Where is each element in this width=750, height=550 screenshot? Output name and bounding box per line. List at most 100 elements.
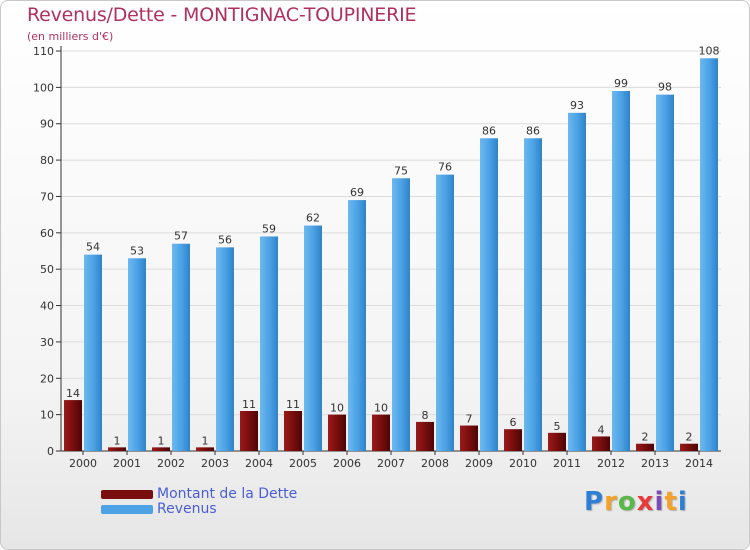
logo-letter: t: [664, 487, 678, 517]
data-label-revenus: 99: [614, 77, 628, 90]
bar-revenus: [700, 58, 718, 451]
data-label-dette: 4: [598, 423, 605, 436]
data-label-dette: 8: [422, 409, 429, 422]
bar-dette: [592, 436, 610, 451]
bar-dette: [284, 411, 302, 451]
data-label-dette: 1: [114, 434, 121, 447]
bar-revenus: [260, 236, 278, 451]
data-label-dette: 1: [202, 434, 209, 447]
bar-revenus: [392, 178, 410, 452]
legend-swatch-dette: [101, 490, 153, 499]
data-label-dette: 7: [466, 413, 473, 426]
bar-revenus: [348, 200, 366, 451]
bar-dette: [504, 429, 522, 451]
x-tick-label: 2013: [641, 457, 669, 470]
y-tick-label: 60: [40, 227, 54, 240]
data-label-revenus: 62: [306, 212, 320, 225]
bar-revenus: [612, 91, 630, 451]
data-label-revenus: 59: [262, 222, 276, 235]
bar-dette: [108, 447, 126, 451]
data-label-revenus: 75: [394, 164, 408, 177]
y-tick-label: 100: [33, 81, 54, 94]
x-tick-label: 2008: [421, 457, 449, 470]
bar-revenus: [480, 138, 498, 452]
bar-revenus: [216, 247, 234, 451]
data-label-dette: 6: [510, 416, 517, 429]
bar-dette: [460, 425, 478, 451]
data-label-revenus: 56: [218, 233, 232, 246]
logo-letter: i: [677, 487, 688, 517]
x-tick-label: 2001: [113, 457, 141, 470]
data-label-revenus: 93: [570, 99, 584, 112]
logo-letter: r: [604, 487, 618, 517]
data-label-revenus: 86: [526, 124, 540, 137]
data-label-revenus: 53: [130, 244, 144, 257]
data-label-dette: 1: [158, 434, 165, 447]
y-tick-label: 110: [33, 45, 54, 58]
logo-letter: i: [654, 487, 665, 517]
y-tick-label: 40: [40, 300, 54, 313]
bar-dette: [152, 447, 170, 451]
y-tick-label: 0: [47, 445, 54, 458]
data-label-dette: 2: [686, 431, 693, 444]
data-label-dette: 5: [554, 420, 561, 433]
x-tick-label: 2006: [333, 457, 361, 470]
bar-dette: [328, 414, 346, 451]
y-tick-label: 30: [40, 336, 54, 349]
legend-label-revenus: Revenus: [157, 501, 217, 517]
bar-revenus: [436, 174, 454, 452]
x-tick-label: 2009: [465, 457, 493, 470]
bar-revenus: [568, 112, 586, 452]
bar-revenus: [84, 254, 102, 451]
x-tick-label: 2007: [377, 457, 405, 470]
proxiti-logo: Proxiti: [584, 487, 688, 517]
x-tick-label: 2011: [553, 457, 581, 470]
data-label-revenus: 98: [658, 81, 672, 94]
bar-dette: [680, 443, 698, 451]
bar-revenus: [172, 243, 190, 451]
data-label-revenus: 86: [482, 124, 496, 137]
x-tick-label: 2014: [685, 457, 713, 470]
data-label-revenus: 69: [350, 186, 364, 199]
x-tick-label: 2003: [201, 457, 229, 470]
x-tick-label: 2012: [597, 457, 625, 470]
logo-letter: P: [584, 487, 605, 517]
y-tick-label: 80: [40, 154, 54, 167]
bar-dette: [416, 421, 434, 451]
y-tick-label: 70: [40, 190, 54, 203]
data-label-dette: 11: [286, 398, 300, 411]
bar-revenus: [656, 94, 674, 452]
data-label-dette: 2: [642, 431, 649, 444]
y-tick-label: 50: [40, 263, 54, 276]
bar-dette: [64, 400, 82, 451]
legend-swatch-revenus: [101, 505, 153, 514]
x-tick-label: 2010: [509, 457, 537, 470]
y-tick-label: 10: [40, 409, 54, 422]
logo-letter: x: [636, 487, 655, 517]
bar-revenus: [524, 138, 542, 452]
data-label-revenus: 108: [699, 44, 720, 57]
logo-letter: o: [617, 487, 637, 517]
y-tick-label: 90: [40, 118, 54, 131]
chart-subtitle: (en milliers d'€): [27, 30, 114, 43]
bar-dette: [196, 447, 214, 451]
x-tick-label: 2000: [69, 457, 97, 470]
y-tick-label: 20: [40, 372, 54, 385]
legend-label-dette: Montant de la Dette: [157, 486, 298, 502]
bar-dette: [240, 411, 258, 451]
data-label-revenus: 54: [86, 241, 100, 254]
data-label-dette: 10: [374, 402, 388, 415]
data-label-revenus: 57: [174, 230, 188, 243]
x-tick-label: 2005: [289, 457, 317, 470]
bar-dette: [548, 432, 566, 451]
x-tick-label: 2002: [157, 457, 185, 470]
bar-dette: [372, 414, 390, 451]
data-label-dette: 11: [242, 398, 256, 411]
chart-title: Revenus/Dette - MONTIGNAC-TOUPINERIE: [27, 4, 417, 26]
bar-revenus: [128, 258, 146, 451]
data-label-dette: 10: [330, 402, 344, 415]
x-tick-label: 2004: [245, 457, 273, 470]
data-label-dette: 14: [66, 387, 80, 400]
